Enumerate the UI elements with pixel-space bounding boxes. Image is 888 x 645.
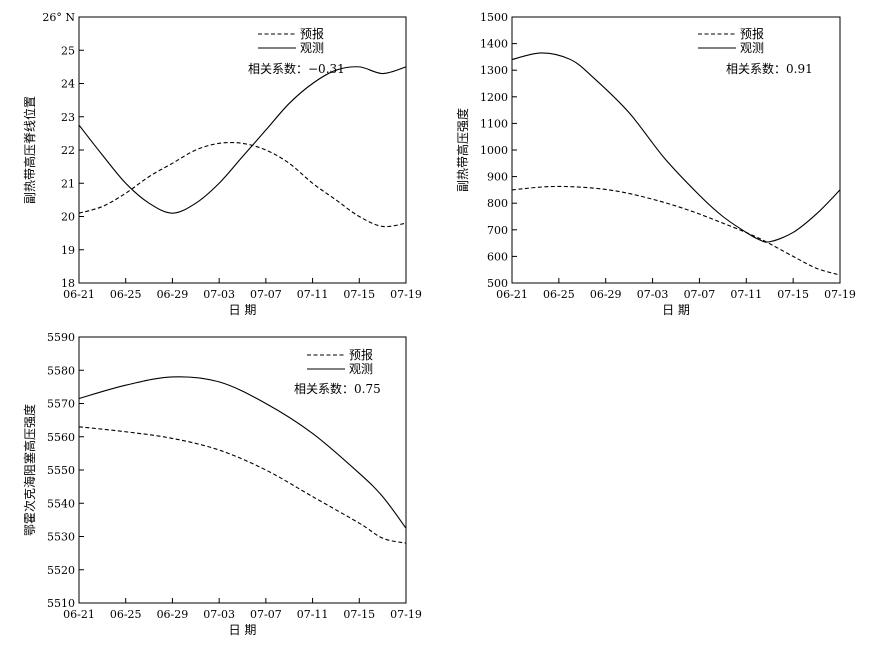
x-tick-label: 06-25 <box>110 288 142 301</box>
y-tick-label: 24 <box>61 78 75 91</box>
y-tick-label: 900 <box>487 171 508 184</box>
y-tick-label: 600 <box>487 250 508 263</box>
legend-label: 观测 <box>300 41 324 55</box>
plot-frame <box>511 16 841 284</box>
legend-label: 预报 <box>740 26 764 41</box>
y-tick-label: 5570 <box>47 398 75 411</box>
y-tick-label: 1100 <box>480 117 508 130</box>
x-tick-label: 07-03 <box>203 608 235 621</box>
series-line-forecast <box>511 185 841 276</box>
correlation-annotation: 相关系数：0.91 <box>726 61 813 76</box>
y-tick-label: 25 <box>61 44 75 57</box>
legend-label: 预报 <box>300 26 324 41</box>
y-tick-label: 1500 <box>480 11 508 24</box>
y-tick-label: 1300 <box>480 64 508 77</box>
x-tick-label: 07-15 <box>777 288 809 301</box>
plot-frame <box>78 16 407 284</box>
y-tick-label: 5530 <box>47 531 75 544</box>
y-tick-label: 5510 <box>47 597 75 610</box>
x-tick-label: 07-11 <box>297 608 329 621</box>
y-tick-label: 20 <box>61 211 75 224</box>
y-tick-label: 19 <box>61 244 75 257</box>
x-tick-label: 07-15 <box>343 608 375 621</box>
x-tick-label: 07-03 <box>203 288 235 301</box>
x-tick-label: 06-21 <box>63 288 95 301</box>
y-tick-label: 800 <box>487 197 508 210</box>
y-tick-label: 22 <box>61 144 75 157</box>
y-tick-label: 1400 <box>480 38 508 51</box>
y-tick-label: 18 <box>61 277 75 290</box>
x-axis-title: 日 期 <box>229 303 257 317</box>
correlation-annotation: 相关系数：0.75 <box>294 381 381 396</box>
y-tick-label: 700 <box>487 224 508 237</box>
y-tick-label: 23 <box>61 111 75 124</box>
chart-panel-1: 18 19 20 21 22 23 24 25 26° N 06-21 06-25 06-29 07-0… <box>22 11 422 317</box>
x-axis-title: 日 期 <box>662 303 690 317</box>
x-tick-label: 06-29 <box>157 288 189 301</box>
y-axis-title: 副热带高压脊线位置 <box>22 96 37 204</box>
x-tick-label: 07-19 <box>390 288 422 301</box>
y-tick-label: 5540 <box>47 497 75 510</box>
legend-label: 观测 <box>349 362 373 376</box>
chart-panel-2: 500 600 700 800 900 1000 1100 1200 1300 1400 1500 0… <box>455 11 856 317</box>
series-line-forecast <box>78 426 407 544</box>
series-line-observed <box>511 52 841 243</box>
y-tick-label: 1000 <box>480 144 508 157</box>
y-tick-label: 5560 <box>47 431 75 444</box>
y-tick-label: 21 <box>61 177 75 190</box>
legend-label: 预报 <box>349 347 373 362</box>
x-tick-label: 06-29 <box>157 608 189 621</box>
y-tick-label: 5580 <box>47 364 75 377</box>
y-tick-label: 5590 <box>47 331 75 344</box>
x-tick-label: 07-07 <box>250 288 282 301</box>
x-tick-label: 07-11 <box>297 288 329 301</box>
x-axis-title: 日 期 <box>229 623 257 637</box>
chart-panel-3: 5510 5520 5530 5540 5550 5560 5570 5580 5590 06-2… <box>22 331 422 637</box>
x-tick-label: 06-25 <box>543 288 575 301</box>
x-tick-label: 07-11 <box>730 288 762 301</box>
x-tick-label: 07-03 <box>637 288 669 301</box>
x-tick-label: 06-21 <box>63 608 95 621</box>
correlation-annotation: 相关系数：−0.31 <box>248 61 345 76</box>
y-tick-label: 5520 <box>47 564 75 577</box>
y-axis-title: 鄂霍次克海阻塞高压强度 <box>22 404 37 536</box>
x-tick-label: 07-19 <box>824 288 856 301</box>
x-tick-label: 07-15 <box>343 288 375 301</box>
legend-label: 观测 <box>740 41 764 55</box>
series-line-observed <box>78 376 407 529</box>
plot-frame <box>78 336 407 604</box>
series-line-forecast <box>78 141 407 228</box>
x-tick-label: 07-19 <box>390 608 422 621</box>
y-tick-label: 26° N <box>42 11 75 24</box>
y-axis-title: 副热带高压强度 <box>455 108 470 192</box>
x-tick-label: 07-07 <box>684 288 716 301</box>
x-tick-label: 06-25 <box>110 608 142 621</box>
y-tick-label: 1200 <box>480 91 508 104</box>
series-line-observed <box>78 66 407 214</box>
x-tick-label: 06-29 <box>590 288 622 301</box>
y-tick-label: 5550 <box>47 464 75 477</box>
y-tick-label: 500 <box>487 277 508 290</box>
x-tick-label: 06-21 <box>496 288 528 301</box>
x-tick-label: 07-07 <box>250 608 282 621</box>
